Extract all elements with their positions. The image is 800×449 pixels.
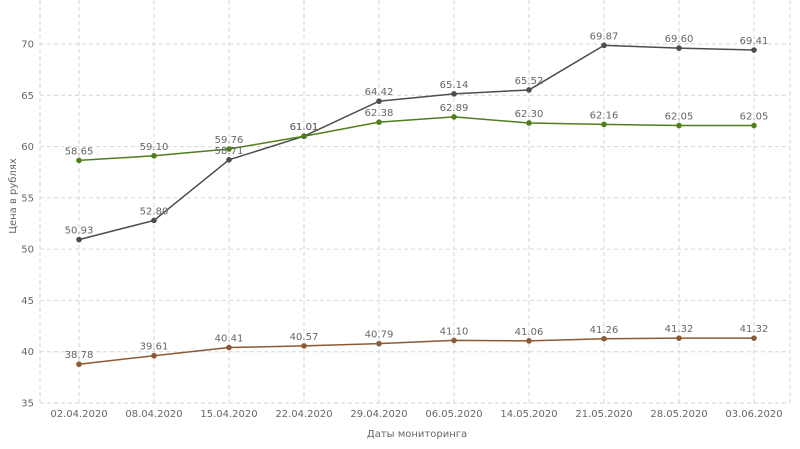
series-2-data-label: 61.01: [290, 122, 319, 133]
series-line-2: [78, 116, 754, 162]
series-3-point: [226, 344, 232, 351]
series-1-data-label: 52.80: [140, 206, 169, 217]
series-2-data-label: 62.05: [665, 112, 694, 123]
series-3-point: [526, 338, 532, 344]
series-1-data-label: 64.42: [365, 87, 394, 98]
y-tick-label: 40: [21, 347, 34, 358]
series-1-point: [526, 87, 532, 93]
series-3-point: [676, 335, 682, 341]
series-2-point: [76, 157, 82, 164]
series-2-data-label: 62.89: [440, 103, 469, 114]
series-2-point: [601, 121, 607, 128]
series-3-data-label: 41.06: [515, 327, 544, 338]
series-1-point: [601, 42, 607, 49]
y-tick-label: 45: [21, 296, 34, 307]
series-3-data-label: 38.78: [65, 350, 94, 361]
series-1-point: [151, 217, 157, 224]
y-axis: 35 40 45 50 55 60 65 70: [21, 40, 34, 410]
series-2-data-label: 62.05: [740, 112, 769, 123]
series-3-point: [76, 361, 82, 368]
series-2-point: [226, 146, 232, 152]
series-3-point: [601, 335, 607, 342]
series-1-point: [376, 98, 382, 105]
series-2-data-label: 59.10: [140, 142, 169, 153]
series-3-data-label: 40.57: [290, 332, 319, 343]
series-2-point: [301, 133, 307, 140]
series-1-data-label: 61.01: [290, 122, 319, 133]
series-3-data-label: 39.61: [140, 342, 169, 353]
x-axis-title: Даты мониторинга: [367, 429, 467, 440]
series-2-data-label: 62.16: [590, 110, 619, 121]
series-2-point: [376, 119, 382, 125]
series-2-point: [751, 122, 757, 129]
series-2-data-label: 62.30: [515, 109, 544, 120]
x-tick-label: 22.04.2020: [275, 409, 332, 420]
series-3-data-label: 41.10: [440, 326, 469, 337]
series-3-point: [376, 340, 382, 347]
series-1-data-label: 69.41: [740, 36, 769, 47]
series-2-data-label: 62.38: [365, 108, 394, 119]
y-tick-label: 55: [21, 193, 34, 204]
x-tick-label: 29.04.2020: [350, 409, 407, 420]
series-1-point: [676, 45, 682, 51]
series-1-data-label: 58.71: [215, 146, 244, 157]
x-tick-label: 03.06.2020: [725, 409, 782, 420]
series-1-data-label: 50.93: [65, 226, 94, 237]
x-tick-label: 14.05.2020: [500, 409, 557, 420]
series-2-point: [151, 153, 157, 159]
series-3-data-label: 40.41: [215, 334, 244, 345]
x-tick-label: 02.04.2020: [50, 409, 107, 420]
series-1-point: [76, 236, 82, 243]
y-tick-label: 70: [21, 40, 34, 51]
data-labels: 50.93 52.80 58.71 61.01 64.42 65.14 65.52 69.87…: [65, 31, 769, 361]
x-tick-label: 06.05.2020: [425, 409, 482, 420]
series-1-point: [451, 91, 457, 97]
y-tick-label: 60: [21, 142, 34, 153]
series-3-point: [751, 335, 757, 341]
series-2-data-label: 58.65: [65, 146, 94, 157]
series-1-data-label: 69.87: [590, 31, 619, 42]
series-1-data-label: 65.14: [440, 80, 469, 91]
series-2-point: [451, 114, 457, 120]
series-3-data-label: 41.32: [740, 324, 769, 335]
x-tick-label: 15.04.2020: [200, 409, 257, 420]
series-3-data-label: 41.32: [665, 324, 694, 335]
series-2-data-label: 59.76: [215, 135, 244, 146]
series-line-1: [78, 44, 755, 241]
series-1-point: [751, 47, 757, 53]
series-line-3: [78, 337, 754, 365]
series-3-point: [451, 337, 457, 344]
y-tick-label: 50: [21, 245, 34, 256]
series-3-data-label: 40.79: [365, 330, 394, 341]
x-tick-label: 28.05.2020: [650, 409, 707, 420]
series-group: [76, 42, 757, 368]
series-1-data-label: 69.60: [665, 34, 694, 45]
series-2-point: [526, 120, 532, 126]
grid: [39, 0, 791, 404]
series-1-point: [226, 157, 232, 163]
series-1-data-label: 65.52: [515, 76, 544, 87]
y-axis-title: Цена в рублях: [8, 158, 19, 234]
x-tick-label: 08.04.2020: [125, 409, 182, 420]
y-tick-label: 35: [21, 399, 34, 410]
x-tick-label: 21.05.2020: [575, 409, 632, 420]
series-2-point: [676, 122, 682, 129]
x-axis: 02.04.2020 08.04.2020 15.04.2020 22.04.2020…: [50, 409, 782, 420]
series-3-data-label: 41.26: [590, 325, 619, 336]
series-3-point: [301, 343, 307, 349]
series-3-point: [151, 352, 157, 359]
y-tick-label: 65: [21, 91, 34, 102]
